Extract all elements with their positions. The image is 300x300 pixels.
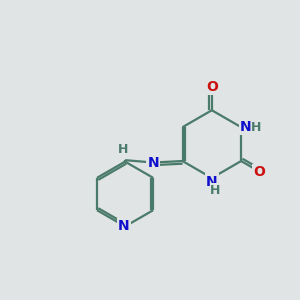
Text: O: O (206, 80, 218, 94)
Text: H: H (210, 184, 220, 197)
Text: N: N (240, 120, 251, 134)
Text: H: H (251, 121, 262, 134)
Text: N: N (147, 155, 159, 170)
Text: N: N (118, 219, 129, 233)
Text: H: H (118, 143, 128, 156)
Text: N: N (206, 175, 218, 188)
Text: O: O (254, 165, 266, 178)
